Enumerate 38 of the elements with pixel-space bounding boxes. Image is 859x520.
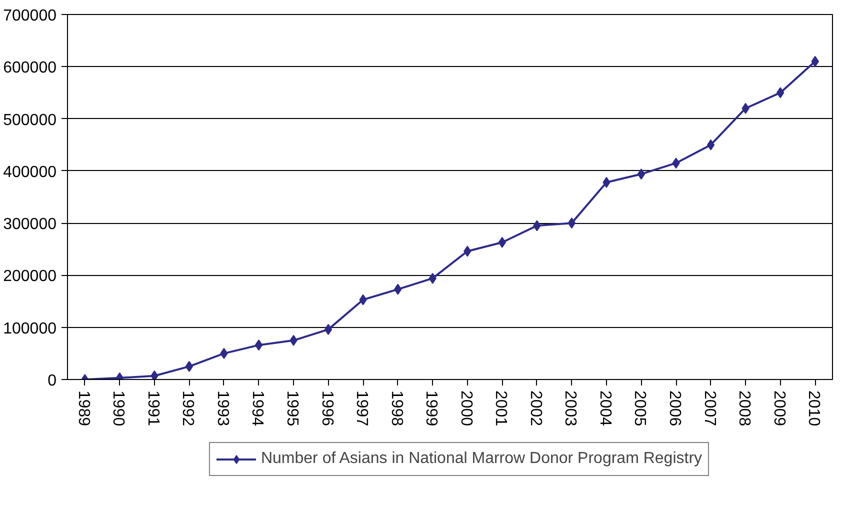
x-tick-label: 1989: [74, 390, 92, 426]
legend-label: Number of Asians in National Marrow Donor Program Registry: [260, 450, 702, 468]
x-tick-label: 1994: [248, 390, 266, 426]
point: [324, 324, 332, 335]
point: [254, 340, 263, 351]
x-tick-label: 2005: [631, 390, 648, 426]
y-tick-label: 700000: [3, 8, 57, 24]
x-tick-label: 1998: [388, 390, 405, 426]
y-tick-label: 500000: [3, 112, 57, 129]
x-tick-label: 1993: [214, 390, 231, 426]
x-tick-label: 1991: [144, 390, 162, 426]
x-tick-label: 1997: [353, 390, 370, 426]
y-tick-label: 0: [48, 372, 57, 390]
point: [150, 370, 158, 380]
x-tick-label: 1990: [110, 390, 127, 426]
x-tick-label: 2003: [562, 390, 579, 426]
y-tick-label: 300000: [3, 216, 57, 234]
y-tick-label: 600000: [3, 60, 57, 77]
y-tick-label: 100000: [3, 320, 57, 338]
x-tick-label: 2010: [805, 390, 822, 426]
x-tick-label: 2009: [770, 390, 788, 426]
x-tick-label: 2008: [736, 390, 753, 426]
x-tick-label: 1995: [284, 390, 301, 426]
x-tick-label: 2007: [700, 390, 718, 426]
x-tick-label: 2000: [457, 390, 474, 426]
x-tick-label: 2001: [492, 390, 510, 426]
x-tick-label: 2004: [596, 390, 614, 426]
point: [706, 139, 715, 150]
x-tick-label: 1992: [179, 390, 196, 426]
y-tick-label: 400000: [3, 164, 57, 181]
x-tick-label: 2006: [666, 390, 684, 426]
point: [637, 168, 646, 180]
x-tick-label: 1999: [422, 390, 440, 426]
point: [568, 218, 576, 229]
x-tick-label: 2002: [526, 390, 544, 426]
y-tick-label: 200000: [3, 268, 57, 286]
x-tick-label: 1996: [318, 390, 336, 426]
point: [185, 360, 194, 372]
